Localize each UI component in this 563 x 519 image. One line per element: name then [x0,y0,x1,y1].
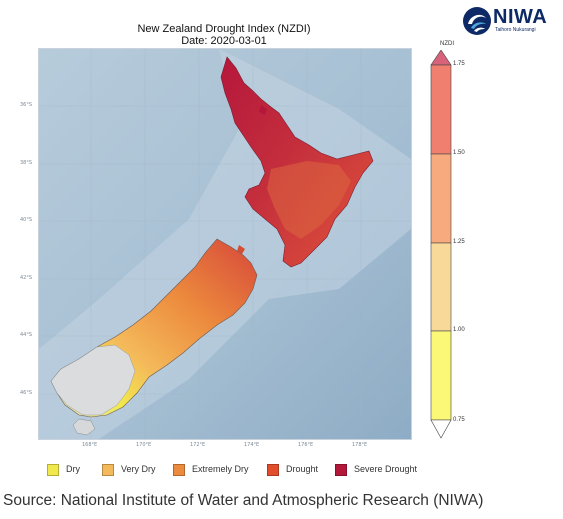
north-island [220,56,374,268]
lat-label: 46°S [20,390,33,396]
lat-label: 40°S [20,217,33,223]
lat-label: 36°S [20,102,33,108]
colorbar-band [430,64,452,155]
legend-label: Drought [286,464,319,474]
legend-label: Extremely Dry [192,464,249,474]
north-island-central [267,161,351,239]
lon-label: 176°E [298,442,314,448]
source-credit: Source: National Institute of Water and … [3,492,484,509]
legend: Dry Very Dry Extremely Dry Drought Sever… [47,463,427,477]
legend-swatch [173,464,185,476]
map-date: Date: 2020-03-01 [181,35,267,47]
colorbar-band [430,153,452,244]
colorbar-tick: 1.75 [453,61,465,67]
colorbar-band [430,242,452,332]
lon-label: 178°E [352,442,368,448]
map-canvas [39,49,411,439]
legend-swatch [267,464,279,476]
colorbar-band [430,330,452,421]
stewart-island [72,418,96,436]
logo-wordmark: NIWA [493,6,548,28]
colorbar [430,50,452,439]
legend-label: Dry [66,464,80,474]
lat-label: 44°S [20,332,33,338]
durville-island [237,245,245,254]
great-barrier-island [259,105,267,115]
legend-label: Very Dry [121,464,156,474]
niwa-logo: NIWA Taihoro Nukurangi [462,6,558,36]
drought-map [38,48,412,440]
colorbar-tick: 0.75 [453,417,465,423]
colorbar-bottom-arrow [430,419,452,439]
legend-swatch [47,464,59,476]
map-title: New Zealand Drought Index (NZDI) [137,23,311,35]
colorbar-tick: 1.50 [453,150,465,156]
legend-label: Severe Drought [354,464,418,474]
colorbar-tick: 1.00 [453,327,465,333]
lon-label: 172°E [190,442,206,448]
niwa-swirl-icon [463,7,491,35]
lon-label: 170°E [136,442,152,448]
lon-label: 174°E [244,442,260,448]
legend-swatch [102,464,114,476]
southland-region [50,344,136,416]
lat-label: 42°S [20,275,33,281]
colorbar-title: NZDI [440,41,454,47]
colorbar-top-arrow [430,50,452,66]
logo-tagline: Taihoro Nukurangi [495,27,536,33]
lon-label: 168°E [82,442,98,448]
lat-label: 38°S [20,160,33,166]
colorbar-tick: 1.25 [453,239,465,245]
legend-swatch [335,464,347,476]
